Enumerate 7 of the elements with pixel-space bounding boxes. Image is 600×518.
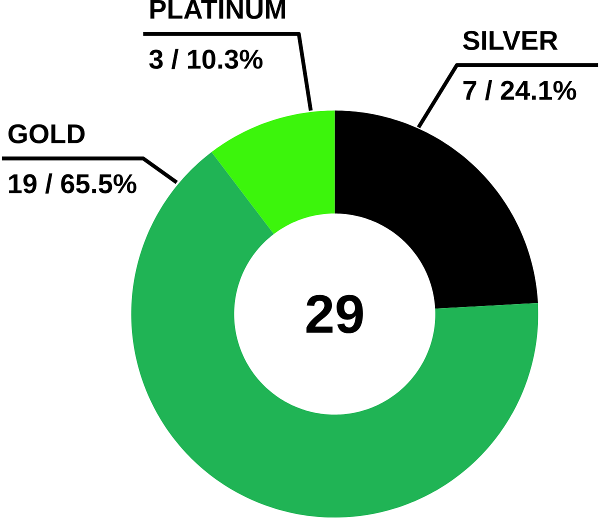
text: 29 <box>306 295 363 334</box>
slice-label: GOLD <box>8 124 85 144</box>
data-label: 19 / 65.5% <box>9 174 136 194</box>
slice-label: PLATINUM <box>150 0 285 20</box>
data-label: 7 / 24.1% <box>463 80 576 100</box>
data-label: 3 / 10.3% <box>149 49 263 70</box>
slice-label: SILVER <box>463 31 558 50</box>
